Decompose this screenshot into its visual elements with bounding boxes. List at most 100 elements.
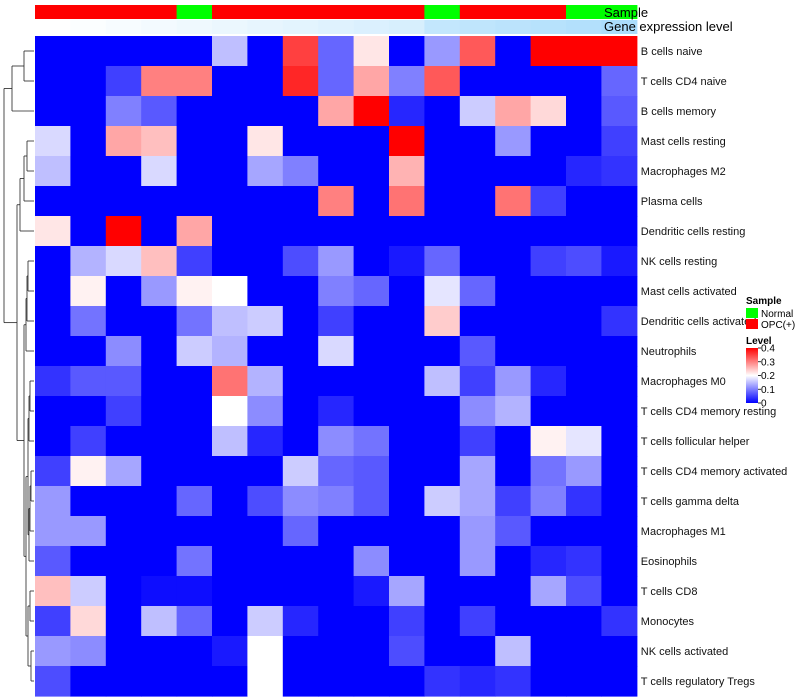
heatmap-cell bbox=[495, 36, 532, 67]
heatmap-cell bbox=[141, 36, 178, 67]
heatmap-cell bbox=[530, 666, 567, 697]
heatmap-cell bbox=[35, 636, 71, 667]
heatmap-cell bbox=[566, 306, 602, 337]
heatmap-cell bbox=[247, 486, 284, 517]
heatmap-cell bbox=[247, 216, 284, 247]
heatmap-cell bbox=[353, 366, 390, 397]
heatmap-cell bbox=[601, 36, 638, 67]
row-label: Macrophages M1 bbox=[641, 526, 726, 538]
expression-annotation-label: Gene expression level bbox=[604, 19, 733, 34]
heatmap-cell bbox=[141, 96, 178, 127]
heatmap-cell bbox=[601, 96, 638, 127]
heatmap-cell bbox=[566, 576, 602, 607]
heatmap-cell bbox=[495, 606, 532, 637]
heatmap-cell bbox=[247, 666, 284, 697]
heatmap-cell bbox=[282, 216, 319, 247]
heatmap-cell bbox=[318, 156, 355, 187]
heatmap-cell bbox=[459, 306, 496, 337]
heatmap-cell bbox=[601, 666, 638, 697]
heatmap-cell bbox=[389, 156, 425, 187]
heatmap-cell bbox=[495, 336, 532, 367]
heatmap-cell bbox=[247, 516, 284, 547]
heatmap-cell bbox=[318, 126, 355, 157]
heatmap-cell bbox=[141, 606, 178, 637]
heatmap-cell bbox=[212, 546, 248, 577]
heatmap-cell bbox=[282, 486, 319, 517]
heatmap-cell bbox=[530, 396, 567, 427]
heatmap-cell bbox=[35, 186, 71, 217]
heatmap-cell bbox=[566, 216, 602, 247]
sample-cell bbox=[459, 5, 496, 19]
sample-cell bbox=[141, 5, 178, 19]
sample-annotation-label: Sample bbox=[604, 5, 648, 20]
heatmap-cell bbox=[212, 246, 248, 277]
heatmap-cell bbox=[176, 66, 213, 97]
heatmap-cell bbox=[601, 336, 638, 367]
heatmap-cell bbox=[530, 186, 567, 217]
legend-level-ticks: 0.4 0.3 0.2 0.1 0 bbox=[758, 344, 775, 410]
heatmap-cell bbox=[424, 636, 461, 667]
heatmap-cell bbox=[70, 546, 107, 577]
heatmap-cell bbox=[566, 66, 602, 97]
sample-cell bbox=[35, 5, 71, 19]
heatmap-cell bbox=[318, 276, 355, 307]
heatmap-cell bbox=[459, 516, 496, 547]
heatmap-cell bbox=[566, 156, 602, 187]
heatmap-cell bbox=[318, 306, 355, 337]
heatmap-cell bbox=[389, 216, 425, 247]
heatmap-cell bbox=[601, 636, 638, 667]
heatmap-cell bbox=[566, 636, 602, 667]
sample-cell bbox=[176, 5, 213, 19]
heatmap-cell bbox=[601, 186, 638, 217]
heatmap-cell bbox=[530, 36, 567, 67]
expression-cell bbox=[212, 20, 248, 34]
heatmap-cell bbox=[70, 666, 107, 697]
heatmap-cell bbox=[318, 336, 355, 367]
heatmap-cell bbox=[70, 126, 107, 157]
heatmap-cell bbox=[70, 276, 107, 307]
expression-cell bbox=[318, 20, 355, 34]
heatmap-cell bbox=[141, 186, 178, 217]
heatmap-cell bbox=[35, 606, 71, 637]
row-dendrogram bbox=[3, 50, 34, 682]
heatmap-cell bbox=[247, 606, 284, 637]
row-label: Macrophages M0 bbox=[641, 376, 726, 388]
heatmap-cell bbox=[70, 246, 107, 277]
heatmap-cell bbox=[389, 546, 425, 577]
heatmap-cell bbox=[212, 516, 248, 547]
heatmap-cell bbox=[530, 276, 567, 307]
heatmap-cell bbox=[282, 306, 319, 337]
heatmap-cell bbox=[247, 66, 284, 97]
legend-opc-swatch bbox=[746, 319, 758, 329]
expression-cell bbox=[105, 20, 142, 34]
heatmap-cell bbox=[495, 456, 532, 487]
heatmap-cell bbox=[70, 486, 107, 517]
heatmap-cell bbox=[35, 576, 71, 607]
heatmap-cell bbox=[389, 336, 425, 367]
heatmap-cell bbox=[459, 636, 496, 667]
heatmap-cell bbox=[176, 96, 213, 127]
heatmap-cell bbox=[247, 126, 284, 157]
heatmap-cell bbox=[495, 156, 532, 187]
expression-cell bbox=[389, 20, 425, 34]
heatmap-cell bbox=[424, 246, 461, 277]
heatmap-cell bbox=[530, 246, 567, 277]
heatmap-cell bbox=[353, 516, 390, 547]
heatmap-cell bbox=[35, 276, 71, 307]
heatmap-cell bbox=[318, 636, 355, 667]
heatmap-cell bbox=[105, 426, 142, 457]
row-label: B cells memory bbox=[641, 106, 717, 118]
heatmap-cell bbox=[389, 636, 425, 667]
heatmap-cell bbox=[318, 66, 355, 97]
heatmap-cell bbox=[389, 126, 425, 157]
heatmap-cell bbox=[212, 186, 248, 217]
heatmap-cell bbox=[105, 516, 142, 547]
level-tick-label: 0.1 bbox=[761, 385, 775, 396]
heatmap-cell bbox=[35, 396, 71, 427]
heatmap-cell bbox=[35, 486, 71, 517]
heatmap-cell bbox=[566, 396, 602, 427]
heatmap-cell bbox=[424, 66, 461, 97]
row-label: Monocytes bbox=[641, 616, 695, 628]
heatmap-cell bbox=[459, 66, 496, 97]
